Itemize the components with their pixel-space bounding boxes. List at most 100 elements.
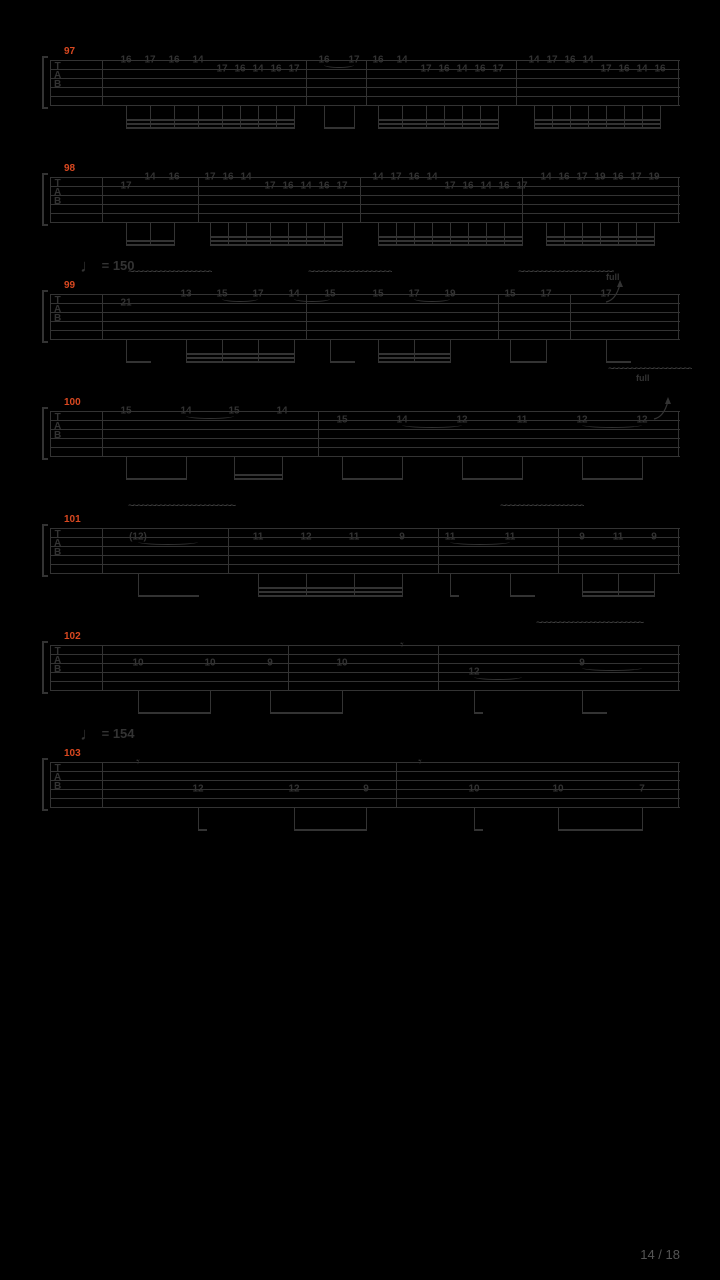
note-stem <box>138 573 139 597</box>
fret-number: 17 <box>407 289 420 300</box>
note-stem <box>426 105 427 129</box>
staff-line <box>50 564 680 565</box>
fret-number: 11 <box>504 532 517 543</box>
barline <box>678 645 679 690</box>
tab-staff: TAB𝄾1010910129 <box>50 645 680 690</box>
note-stem <box>504 222 505 246</box>
beam <box>534 127 661 129</box>
note-stem <box>510 339 511 363</box>
beam <box>582 591 655 593</box>
fret-number: 17 <box>515 181 528 192</box>
page-number: 14 / 18 <box>640 1247 680 1262</box>
tab-staff: TAB211315171415151719151717 <box>50 294 680 339</box>
staff-line <box>50 771 680 772</box>
note-stem <box>396 222 397 246</box>
beam <box>294 829 367 831</box>
barline <box>50 411 51 456</box>
beam <box>534 119 661 121</box>
bar-number: 101 <box>64 514 81 525</box>
fret-number: 15 <box>119 406 132 417</box>
staff-line <box>50 762 680 763</box>
note-stem <box>402 105 403 129</box>
note-stem <box>558 807 559 831</box>
fret-number: 16 <box>281 181 294 192</box>
fret-number: 17 <box>599 289 612 300</box>
fret-number: 16 <box>497 181 510 192</box>
barline <box>50 294 51 339</box>
barline <box>50 645 51 690</box>
fret-number: 16 <box>371 55 384 66</box>
beam <box>138 595 199 597</box>
barline <box>570 294 571 339</box>
rest: 𝄾 <box>418 754 422 771</box>
barline <box>228 528 229 573</box>
note-stem <box>582 222 583 246</box>
fret-number: 14 <box>581 55 594 66</box>
fret-number: 14 <box>371 172 384 183</box>
fret-number: 9 <box>578 658 586 669</box>
beam <box>138 712 211 714</box>
beam <box>378 357 451 359</box>
staff-line <box>50 78 680 79</box>
staff-line <box>50 654 680 655</box>
note-stem <box>606 105 607 129</box>
tab-staff: TAB(12)111211911119119 <box>50 528 680 573</box>
tempo-marking: ♩ = 150 <box>80 256 135 277</box>
fret-number: (12) <box>128 532 148 543</box>
note-stem <box>270 690 271 714</box>
rhythm-layer <box>50 807 680 835</box>
tab-clef: TAB <box>54 413 61 440</box>
note-stem <box>588 105 589 129</box>
bar-number: 103 <box>64 748 81 759</box>
staff-line <box>50 411 680 412</box>
tie-arc <box>582 665 642 671</box>
beam <box>558 829 643 831</box>
fret-number: 14 <box>635 64 648 75</box>
beam <box>210 236 343 238</box>
beam <box>582 712 607 714</box>
staff-line <box>50 69 680 70</box>
note-stem <box>600 222 601 246</box>
barline <box>396 762 397 807</box>
beam <box>582 595 655 597</box>
barline <box>678 528 679 573</box>
rest: 𝄾 <box>400 637 404 654</box>
note-stem <box>498 105 499 129</box>
note-stem <box>276 105 277 129</box>
vibrato-mark: ~~~~~~~~~~~~~~~~~~~~~~~~ <box>518 266 614 278</box>
note-stem <box>474 807 475 831</box>
note-stem <box>342 690 343 714</box>
fret-number: 17 <box>419 64 432 75</box>
fret-number: 9 <box>362 784 370 795</box>
fret-number: 17 <box>119 181 132 192</box>
fret-number: 16 <box>317 55 330 66</box>
rest: 𝄾 <box>136 754 140 771</box>
barline <box>102 177 103 222</box>
fret-number: 16 <box>557 172 570 183</box>
beam <box>126 127 295 129</box>
note-stem <box>198 105 199 129</box>
beam <box>546 244 655 246</box>
measure-103: 103♩ = 154TAB𝄾𝄾1212910107 <box>50 762 680 807</box>
note-stem <box>294 339 295 363</box>
rhythm-layer <box>50 339 680 367</box>
fret-number: 14 <box>527 55 540 66</box>
barline <box>498 294 499 339</box>
fret-number: 12 <box>191 784 204 795</box>
beam <box>210 244 343 246</box>
fret-number: 16 <box>653 64 666 75</box>
fret-number: 17 <box>215 64 228 75</box>
fret-number: 14 <box>455 64 468 75</box>
measure-100: 100~~~~~~~~~~~~~~~~~~~~~~~~fullTAB151415… <box>50 411 680 456</box>
note-stem <box>522 222 523 246</box>
rhythm-layer <box>50 222 680 250</box>
fret-number: 17 <box>335 181 348 192</box>
staff-line <box>50 195 680 196</box>
barline <box>678 294 679 339</box>
note-stem <box>258 105 259 129</box>
note-stem <box>342 456 343 480</box>
fret-number: 15 <box>323 289 336 300</box>
beam <box>186 353 295 355</box>
rhythm-layer <box>50 690 680 718</box>
staff-line <box>50 672 680 673</box>
